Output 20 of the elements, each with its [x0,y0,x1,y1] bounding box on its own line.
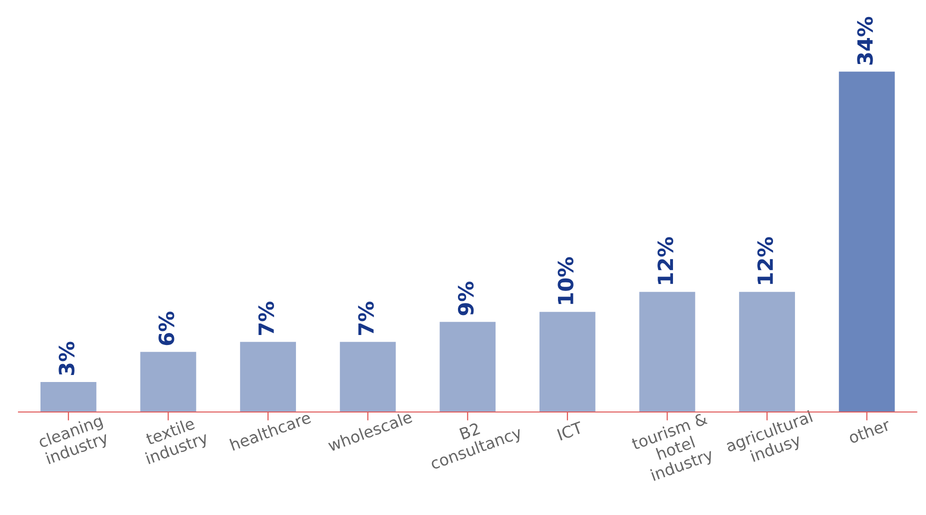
bar [340,342,396,412]
bar [240,342,296,412]
data-label: 34% [857,16,873,65]
data-label: 7% [258,302,274,335]
data-label: 12% [658,237,674,284]
x-tick-label: ICT [556,421,584,441]
bar [838,72,895,412]
data-label: 10% [558,257,574,304]
bar [739,292,795,412]
x-tick-label: other [848,418,892,444]
data-label: 6% [158,312,174,346]
bar [140,352,196,412]
bar [440,322,496,412]
data-label: 7% [358,302,374,335]
bar [639,292,696,412]
data-label: 12% [757,237,774,284]
bar [40,382,96,412]
data-label: 3% [58,342,74,376]
data-label: 9% [458,282,474,316]
bar [539,312,596,412]
